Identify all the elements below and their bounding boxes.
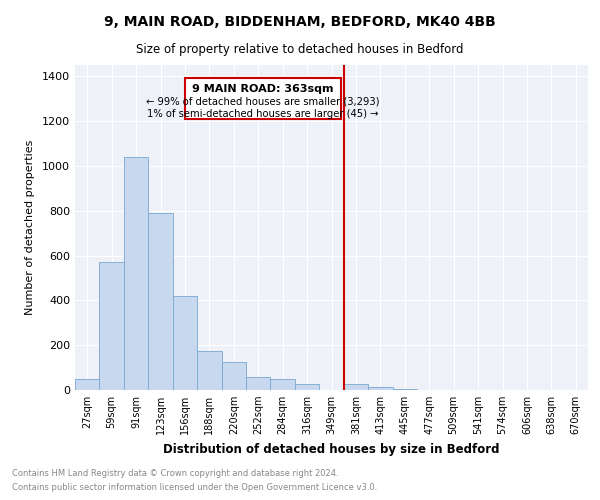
- Bar: [368, 386, 392, 390]
- X-axis label: Distribution of detached houses by size in Bedford: Distribution of detached houses by size …: [163, 442, 500, 456]
- Bar: [75, 379, 100, 390]
- Bar: [271, 379, 295, 390]
- Text: Size of property relative to detached houses in Bedford: Size of property relative to detached ho…: [136, 42, 464, 56]
- Bar: [295, 384, 319, 390]
- Bar: [221, 362, 246, 390]
- Bar: [148, 213, 173, 390]
- Bar: [124, 157, 148, 390]
- Text: Contains public sector information licensed under the Open Government Licence v3: Contains public sector information licen…: [12, 484, 377, 492]
- Bar: [246, 376, 271, 390]
- Text: 9, MAIN ROAD, BIDDENHAM, BEDFORD, MK40 4BB: 9, MAIN ROAD, BIDDENHAM, BEDFORD, MK40 4…: [104, 15, 496, 29]
- Bar: [185, 78, 341, 119]
- Bar: [197, 351, 221, 390]
- Y-axis label: Number of detached properties: Number of detached properties: [25, 140, 35, 315]
- Text: 1% of semi-detached houses are larger (45) →: 1% of semi-detached houses are larger (4…: [148, 108, 379, 118]
- Text: Contains HM Land Registry data © Crown copyright and database right 2024.: Contains HM Land Registry data © Crown c…: [12, 468, 338, 477]
- Text: ← 99% of detached houses are smaller (3,293): ← 99% of detached houses are smaller (3,…: [146, 96, 380, 106]
- Bar: [100, 262, 124, 390]
- Text: 9 MAIN ROAD: 363sqm: 9 MAIN ROAD: 363sqm: [193, 84, 334, 94]
- Bar: [392, 389, 417, 390]
- Bar: [344, 384, 368, 390]
- Bar: [173, 296, 197, 390]
